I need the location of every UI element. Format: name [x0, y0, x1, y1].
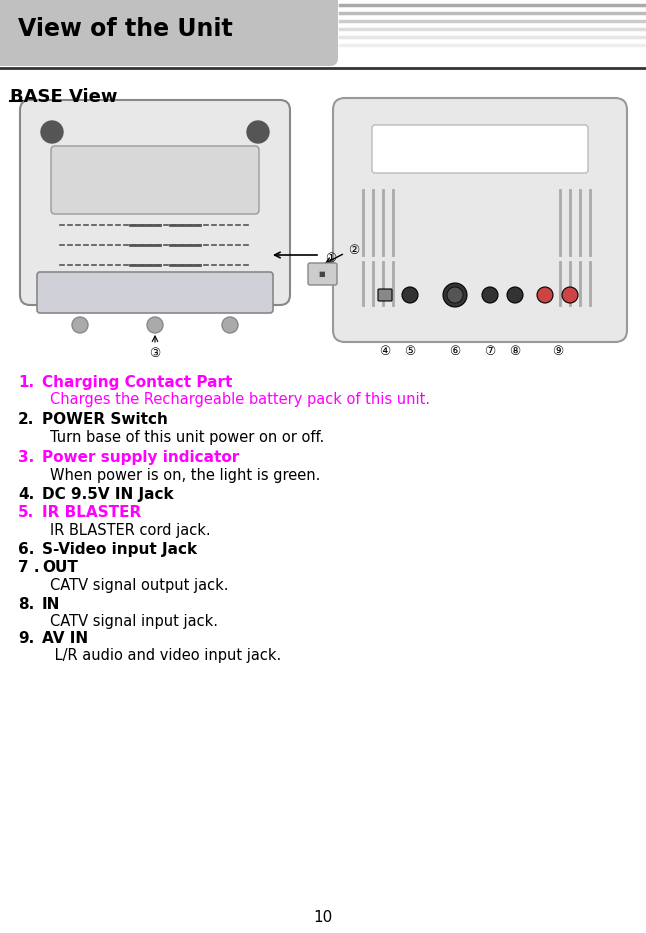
Circle shape	[507, 287, 523, 303]
Text: 9.: 9.	[18, 631, 34, 646]
Text: POWER Switch: POWER Switch	[42, 412, 168, 427]
Text: Charging Contact Part: Charging Contact Part	[42, 375, 233, 390]
FancyBboxPatch shape	[20, 100, 290, 305]
Text: ⑧: ⑧	[510, 345, 521, 358]
Text: DC 9.5V IN Jack: DC 9.5V IN Jack	[42, 487, 174, 502]
Circle shape	[447, 287, 463, 303]
Text: CATV signal output jack.: CATV signal output jack.	[50, 578, 229, 593]
Text: BASE View: BASE View	[10, 88, 118, 106]
Text: ⑨: ⑨	[552, 345, 563, 358]
Text: ③: ③	[149, 347, 161, 360]
Text: CATV signal input jack.: CATV signal input jack.	[50, 614, 218, 629]
Circle shape	[562, 287, 578, 303]
Circle shape	[402, 287, 418, 303]
Text: When power is on, the light is green.: When power is on, the light is green.	[50, 468, 320, 483]
Text: Charges the Rechargeable battery pack of this unit.: Charges the Rechargeable battery pack of…	[50, 392, 430, 407]
Text: ⑤: ⑤	[404, 345, 415, 358]
Text: 8.: 8.	[18, 597, 34, 612]
Circle shape	[147, 317, 163, 333]
Text: ⑥: ⑥	[450, 345, 461, 358]
FancyBboxPatch shape	[378, 289, 392, 301]
Circle shape	[72, 317, 88, 333]
Text: Power supply indicator: Power supply indicator	[42, 450, 239, 465]
Text: 3.: 3.	[18, 450, 34, 465]
Text: IR BLASTER cord jack.: IR BLASTER cord jack.	[50, 523, 211, 538]
Circle shape	[222, 317, 238, 333]
Text: 6.: 6.	[18, 542, 34, 557]
Text: AV IN: AV IN	[42, 631, 88, 646]
Text: ⑦: ⑦	[484, 345, 495, 358]
Text: 4.: 4.	[18, 487, 34, 502]
Circle shape	[443, 283, 467, 307]
FancyBboxPatch shape	[372, 125, 588, 173]
Text: 7 .: 7 .	[18, 560, 39, 575]
Text: IN: IN	[42, 597, 60, 612]
Circle shape	[247, 121, 269, 143]
Text: 5.: 5.	[18, 505, 34, 520]
Text: ④: ④	[379, 345, 391, 358]
Circle shape	[41, 121, 63, 143]
Text: S-Video input Jack: S-Video input Jack	[42, 542, 197, 557]
FancyBboxPatch shape	[0, 0, 338, 66]
Text: ■: ■	[318, 271, 326, 277]
Circle shape	[482, 287, 498, 303]
Text: ②: ②	[348, 244, 359, 257]
Text: 10: 10	[313, 910, 333, 925]
FancyBboxPatch shape	[37, 272, 273, 313]
FancyBboxPatch shape	[308, 263, 337, 285]
Text: Turn base of this unit power on or off.: Turn base of this unit power on or off.	[50, 430, 324, 445]
Text: 2.: 2.	[18, 412, 34, 427]
Text: IR BLASTER: IR BLASTER	[42, 505, 141, 520]
FancyBboxPatch shape	[333, 98, 627, 342]
Text: View of the Unit: View of the Unit	[18, 17, 233, 41]
Circle shape	[537, 287, 553, 303]
Text: L/R audio and video input jack.: L/R audio and video input jack.	[50, 648, 281, 663]
Text: 1.: 1.	[18, 375, 34, 390]
Text: ①: ①	[325, 252, 337, 264]
FancyBboxPatch shape	[51, 146, 259, 214]
Text: OUT: OUT	[42, 560, 78, 575]
